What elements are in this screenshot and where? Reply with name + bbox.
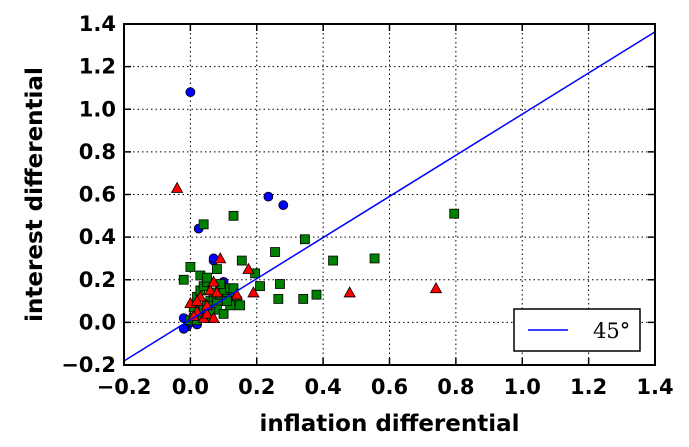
legend-label: 45° — [593, 319, 630, 343]
x-tick-label: 1.0 — [504, 375, 541, 399]
triangle-point — [170, 181, 184, 193]
x-axis-label: inflation differential — [259, 411, 519, 437]
y-tick-labels: −0.2 0.0 0.2 0.4 0.6 0.8 1.0 1.2 1.4 — [61, 12, 116, 377]
reference-line — [124, 31, 655, 362]
triangle-point — [230, 288, 244, 300]
square-point — [275, 279, 285, 289]
legend: 45° — [513, 308, 641, 352]
square-point — [273, 294, 284, 304]
x-tick-labels: −0.2 0.0 0.2 0.4 0.6 0.8 1.0 1.2 1.4 — [97, 375, 674, 399]
square-point — [236, 255, 247, 266]
x-tick-label: 0.2 — [238, 375, 275, 399]
x-tick-label: 1.4 — [636, 375, 673, 399]
circle-point — [263, 191, 274, 202]
y-tick-label: 1.0 — [79, 97, 116, 121]
square-point — [178, 274, 189, 285]
square-point — [298, 294, 309, 304]
y-axis-label: interest differential — [22, 67, 48, 322]
x-tick-label: 1.2 — [570, 375, 607, 399]
grid — [124, 24, 655, 365]
square-point — [449, 208, 460, 219]
square-point — [235, 300, 246, 311]
square-point — [202, 272, 212, 283]
line-45-degree — [124, 31, 655, 362]
square-point — [270, 247, 280, 257]
y-tick-label: 1.4 — [79, 12, 116, 36]
square-point — [228, 210, 239, 221]
y-tick-label: 0.6 — [79, 183, 116, 207]
square-point — [328, 255, 338, 266]
square-point — [218, 308, 229, 319]
y-tick-label: 0.2 — [79, 268, 116, 292]
y-tick-label: −0.2 — [61, 353, 116, 377]
y-tick-label: 1.2 — [79, 55, 116, 79]
x-tick-label: 0.8 — [437, 375, 474, 399]
triangle-point — [207, 311, 220, 323]
square-point — [255, 281, 265, 292]
square-point — [299, 234, 310, 245]
square-point — [212, 264, 222, 274]
data-points — [170, 87, 460, 334]
triangle-point — [204, 284, 217, 296]
axis-ticks — [123, 23, 656, 366]
x-tick-label: 0.0 — [172, 375, 209, 399]
triangle-point — [242, 262, 255, 274]
circle-point — [185, 87, 196, 98]
square-point — [311, 289, 322, 300]
triangle-point — [200, 307, 214, 319]
triangle-point — [247, 286, 260, 298]
triangle-point — [343, 286, 356, 298]
y-tick-label: 0.8 — [79, 140, 116, 164]
square-point — [185, 262, 196, 272]
x-tick-label: 0.4 — [305, 375, 342, 399]
circle-point — [278, 200, 289, 211]
square-point — [369, 253, 380, 264]
square-point — [198, 219, 209, 230]
y-tick-label: 0.0 — [79, 310, 116, 334]
triangle-point — [210, 286, 224, 298]
y-tick-label: 0.4 — [79, 225, 116, 249]
triangle-point — [214, 252, 227, 264]
triangle-point — [190, 294, 204, 306]
triangle-point — [207, 275, 220, 287]
x-tick-label: −0.2 — [97, 375, 152, 399]
triangle-point — [429, 281, 443, 294]
x-tick-label: 0.6 — [371, 375, 408, 399]
